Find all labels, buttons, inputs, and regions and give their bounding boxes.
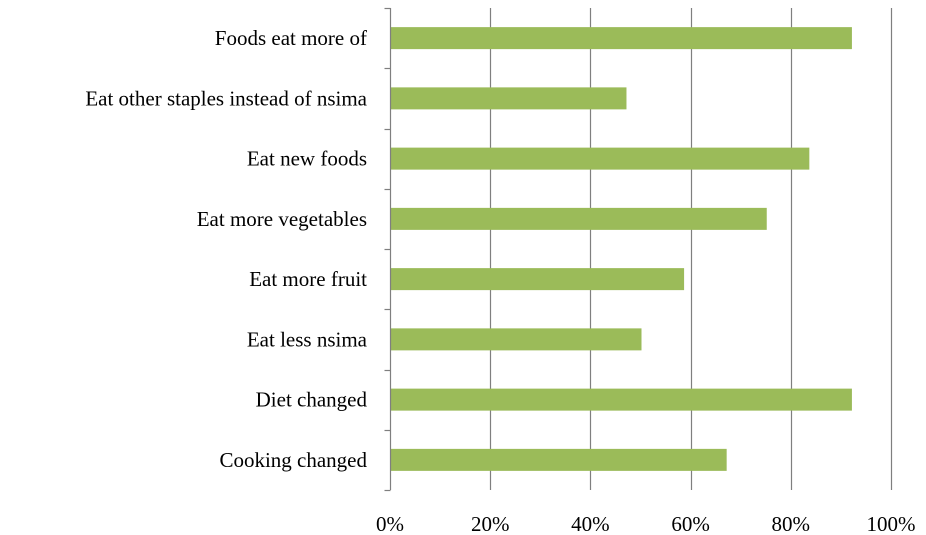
category-label: Cooking changed — [219, 448, 367, 472]
bar — [391, 27, 852, 50]
bar — [391, 87, 627, 110]
category-labels: Foods eat more of Eat other staples inste… — [85, 26, 367, 472]
category-label: Eat more fruit — [249, 267, 367, 291]
bar — [391, 207, 767, 230]
axes — [384, 7, 392, 492]
category-label: Eat new foods — [247, 147, 367, 171]
x-tick-label: 80% — [772, 512, 811, 535]
category-label: Eat other staples instead of nsima — [85, 86, 367, 110]
category-label: Eat more vegetables — [197, 207, 367, 231]
bar — [391, 448, 727, 471]
gridlines — [489, 8, 893, 490]
x-tick-label: 40% — [571, 512, 610, 535]
x-tick-label: 60% — [671, 512, 710, 535]
bar — [391, 268, 685, 291]
bar — [391, 147, 810, 170]
bars — [391, 27, 852, 471]
bar — [391, 328, 642, 351]
x-tick-label: 0% — [376, 512, 404, 535]
category-label: Foods eat more of — [215, 26, 367, 50]
bar — [391, 388, 852, 411]
category-label: Eat less nsima — [247, 327, 368, 351]
x-tick-label: 20% — [471, 512, 510, 535]
x-tick-label: 100% — [867, 512, 916, 535]
category-label: Diet changed — [256, 388, 368, 412]
x-tick-labels: 0% 20% 40% 60% 80% 100% — [376, 512, 916, 535]
